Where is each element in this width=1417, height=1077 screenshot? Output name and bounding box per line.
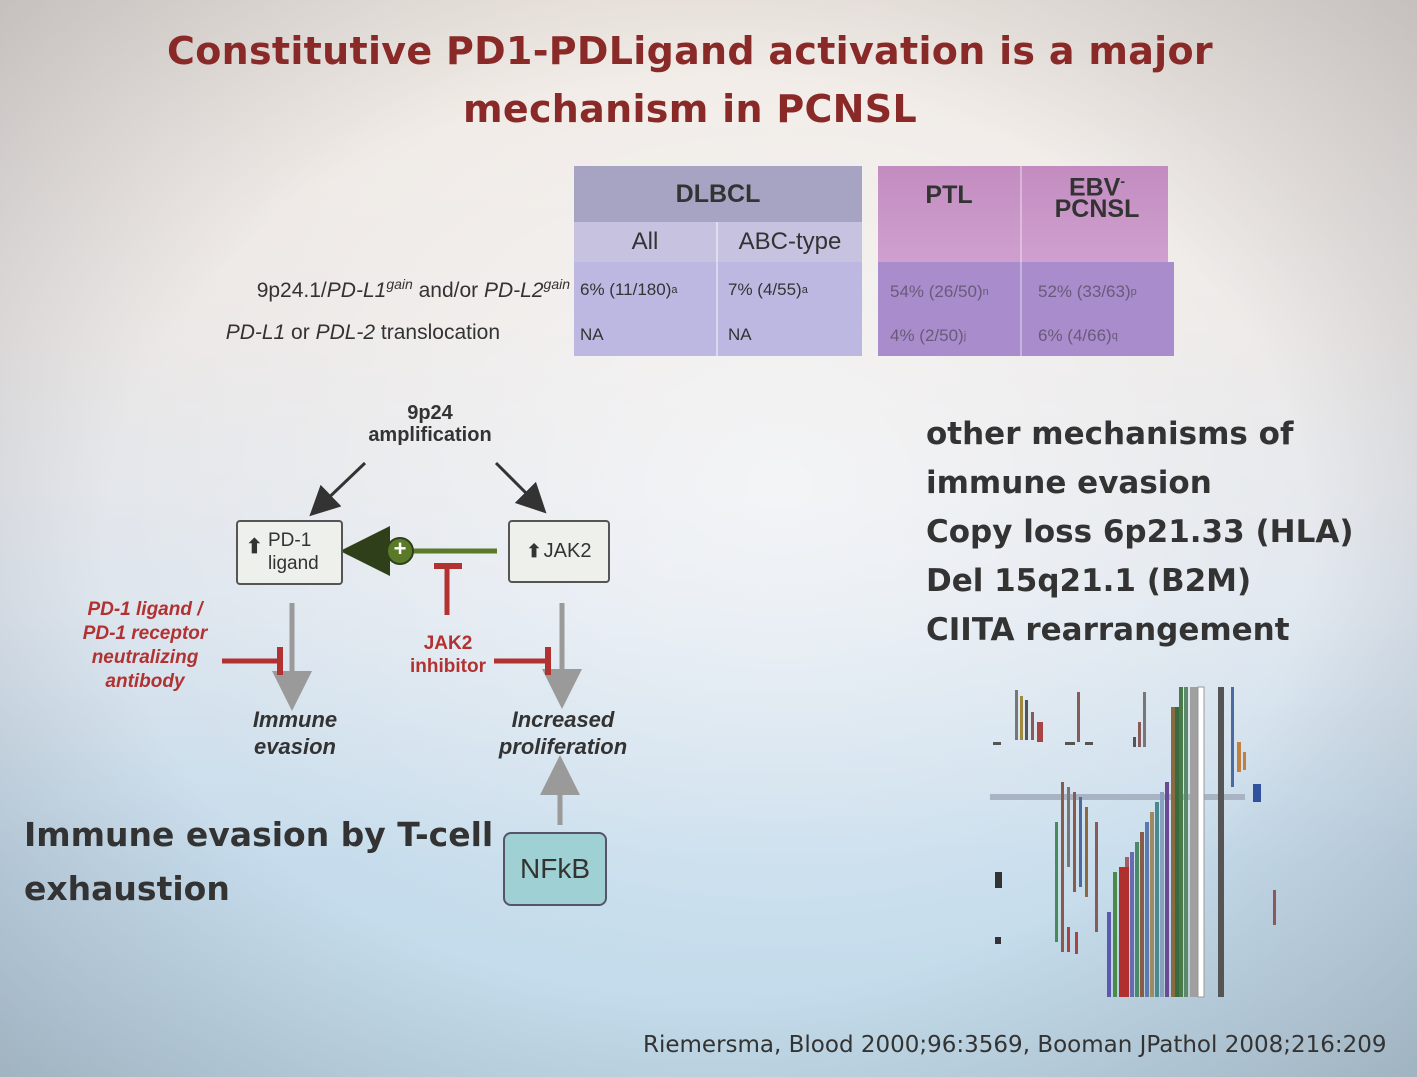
antibody-line-3: neutralizing (91, 647, 199, 668)
table-divider-1 (716, 222, 718, 356)
subheader-abc-type: ABC-type (738, 228, 842, 255)
cell-gain-all-value: 6% (11/180) (580, 280, 672, 299)
top-bars (993, 690, 1146, 747)
row1-label-part-c: gain (386, 276, 413, 292)
jak2-box: ⬆ JAK2 (508, 520, 610, 583)
cell-gain-all-ref: a (671, 284, 678, 296)
row1-label-part-a: 9p24.1/ (256, 279, 327, 302)
row2-label-part-c: PDL-2 (315, 321, 376, 344)
cell-trans-ptl-value: 4% (2/50) (890, 326, 964, 345)
immune-evasion-label: Immune evasion (220, 706, 370, 760)
cell-trans-abc-value: NA (728, 325, 752, 344)
dlbcl-subheader-bg (574, 222, 862, 262)
cell-trans-ptl-ref: j (963, 330, 967, 342)
pd1-ligand-line-2: ligand (268, 553, 319, 574)
cell-gain-abc: 7% (4/55) a (722, 270, 862, 310)
horizontal-band (990, 794, 1245, 800)
immune-evasion-line-2: evasion (254, 734, 336, 759)
row-label-translocation: PD-L1 or PDL-2 translocation (150, 321, 500, 345)
cell-gain-all: 6% (11/180) a (574, 270, 716, 310)
genomic-rearrangement-plot (990, 686, 1276, 998)
pd1-ligand-box: ⬆ PD-1 ligand (236, 520, 343, 585)
cell-trans-all: NA (574, 315, 716, 355)
arrow-to-pd1 (309, 461, 367, 517)
row-label-gain: 9p24.1/PD-L1gain and/or PD-L2gain (150, 276, 570, 303)
reference-citation: Riemersma, Blood 2000;96:3569, Booman JP… (643, 1032, 1387, 1058)
ebv-superscript: - (1120, 172, 1126, 189)
cell-gain-abc-value: 7% (4/55) (728, 280, 802, 299)
proliferation-line-2: proliferation (498, 734, 628, 759)
ptl-header-bg (878, 166, 1168, 262)
antibody-line-4: antibody (105, 671, 185, 692)
dlbcl-body-bg (574, 262, 862, 356)
amplification-line-2: amplification (368, 424, 492, 446)
jak2-inhibitor-line-2: inhibitor (410, 656, 486, 677)
title-line-2: mechanism in PCNSL (463, 87, 917, 131)
row2-label-part-d: translocation (375, 321, 500, 344)
mechanism-line-1: other mechanisms of (926, 416, 1294, 452)
table-divider-2 (1020, 166, 1022, 356)
jak2-inhibitor-label: JAK2 inhibitor (400, 632, 496, 678)
ebv-label: EBV (1068, 173, 1121, 202)
cell-trans-ebv-ref: q (1111, 330, 1118, 342)
row1-label-part-b: PD-L1 (326, 279, 387, 302)
mechanism-line-2: immune evasion (926, 465, 1212, 501)
cell-gain-ptl-value: 54% (26/50) (890, 282, 983, 301)
nfkb-box: NFkB (503, 832, 607, 906)
header-dlbcl: DLBCL (675, 180, 761, 208)
row2-label-part-a: PD-L1 (225, 321, 286, 344)
row1-label-part-e: PD-L2 (484, 279, 544, 302)
pd1-ligand-line-1: PD-1 (268, 530, 312, 551)
immune-evasion-line-1: Immune (252, 707, 338, 732)
exhaustion-text: Immune evasion by T-cell exhaustion (24, 808, 493, 916)
row1-label-part-d: and/or (412, 279, 484, 302)
ptl-body-bg (878, 262, 1174, 356)
cell-gain-ebv-value: 52% (33/63) (1038, 282, 1131, 301)
pcnsl-label: PCNSL (1054, 195, 1140, 224)
subheader-all: All (631, 228, 659, 255)
cell-trans-abc: NA (722, 315, 862, 355)
exhaustion-line-1: Immune evasion by T-cell (24, 815, 494, 854)
dlbcl-header-bg (574, 166, 862, 222)
row1-label-part-f: gain (543, 276, 570, 292)
mechanism-line-4: Del 15q21.1 (B2M) (926, 563, 1252, 599)
cell-trans-ptl: 4% (2/50) j (884, 316, 1020, 356)
mechanism-line-5: CIITA rearrangement (926, 612, 1290, 648)
amplification-line-1: 9p24 (407, 402, 453, 424)
jak2-inhibitor-line-1: JAK2 (423, 633, 473, 654)
cell-trans-ebv-value: 6% (4/66) (1038, 326, 1112, 345)
plus-sign: + (393, 536, 407, 561)
other-mechanisms-list: other mechanisms of immune evasion Copy … (926, 410, 1354, 655)
cell-trans-ebv: 6% (4/66) q (1032, 316, 1172, 356)
header-ebv-pcnsl: EBV- PCNSL (1022, 166, 1172, 224)
antibody-label: PD-1 ligand / PD-1 receptor neutralizing… (70, 598, 220, 694)
title-line-1: Constitutive PD1-PDLigand activation is … (167, 29, 1213, 73)
antibody-line-2: PD-1 receptor (82, 623, 208, 644)
antibody-line-1: PD-1 ligand / (87, 599, 203, 620)
arrow-to-jak2 (494, 461, 547, 514)
cell-gain-ptl: 54% (26/50) n (884, 272, 1020, 312)
up-arrow-icon: ⬆ (246, 536, 263, 558)
main-bars (995, 686, 1276, 998)
proliferation-label: Increased proliferation (478, 706, 648, 760)
exhaustion-line-2: exhaustion (24, 869, 230, 908)
slide-title: Constitutive PD1-PDLigand activation is … (140, 22, 1240, 138)
header-ptl: PTL (925, 181, 973, 209)
row2-label-part-b: or (285, 321, 316, 344)
proliferation-line-1: Increased (511, 707, 615, 732)
jak2-label: JAK2 (543, 540, 592, 562)
cell-gain-ebv: 52% (33/63) p (1032, 272, 1172, 312)
up-arrow-icon: ⬆ (526, 541, 542, 561)
cell-trans-all-value: NA (580, 325, 604, 344)
cell-gain-ptl-ref: n (982, 286, 989, 298)
cell-gain-ebv-ref: p (1130, 286, 1137, 298)
mechanism-line-3: Copy loss 6p21.33 (HLA) (926, 514, 1354, 550)
amplification-label: 9p24 amplification (330, 402, 530, 446)
cell-gain-abc-ref: a (801, 284, 808, 296)
